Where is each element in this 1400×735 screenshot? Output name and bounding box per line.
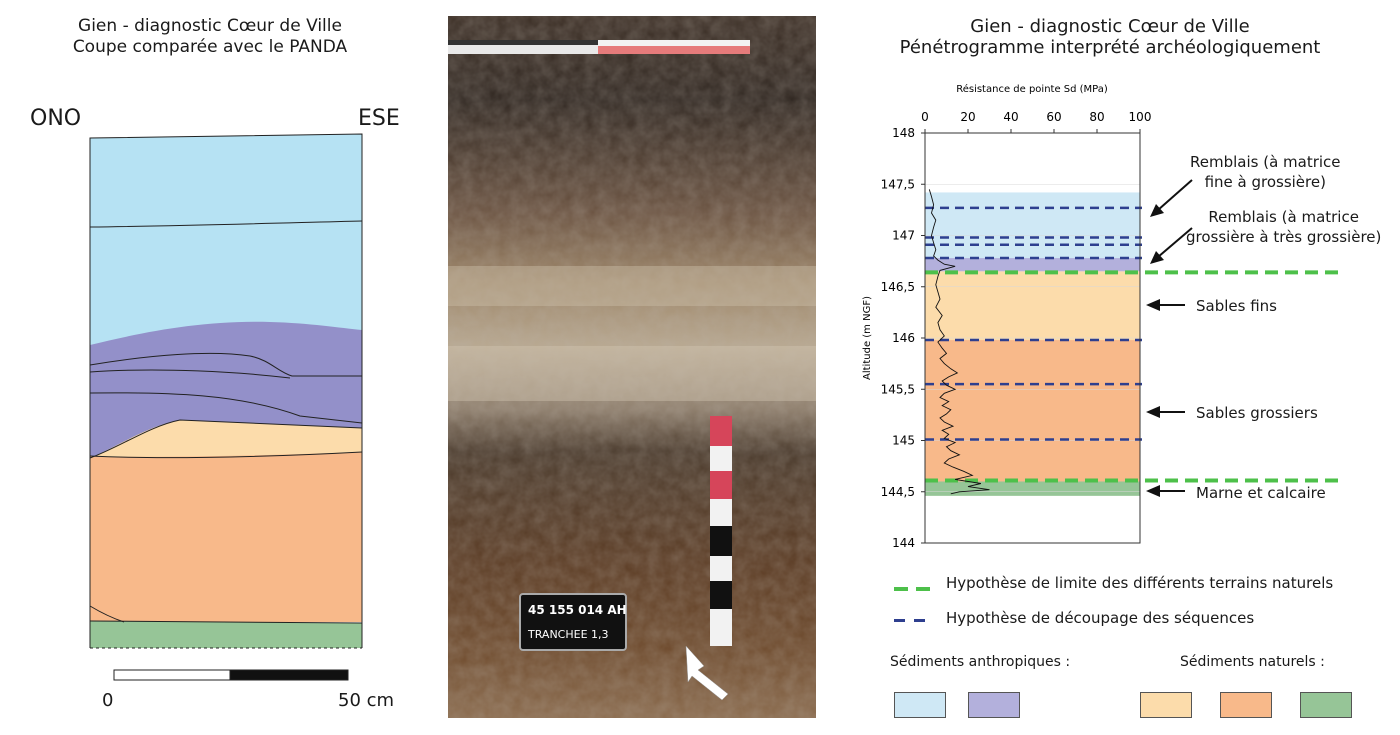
chart-x-tick-label: 0 xyxy=(921,110,929,124)
left-panel-title: Gien - diagnostic Cœur de Ville Coupe co… xyxy=(40,16,380,58)
right-title-line1: Gien - diagnostic Cœur de Ville xyxy=(970,16,1250,37)
chart-x-tick-label: 40 xyxy=(1003,110,1018,124)
chart-layer-3 xyxy=(925,340,1140,482)
trench-photo: 45 155 014 AH TRANCHEE 1,3 xyxy=(448,16,816,718)
annot-marne: Marne et calcaire xyxy=(1196,484,1326,502)
photo-gravel-band xyxy=(448,266,816,306)
section-boundary-line xyxy=(89,352,362,377)
arrow-head-icon xyxy=(1146,485,1160,497)
annot-remblais-fine-line2: fine à grossière) xyxy=(1204,173,1326,191)
photo-ranging-pole xyxy=(710,526,732,556)
chart-y-tick-label: 147,5 xyxy=(881,177,915,191)
section-boundary-line xyxy=(89,451,363,459)
chart-y-tick-label: 146,5 xyxy=(881,280,915,294)
scale-end-label: 50 cm xyxy=(338,690,395,711)
section-boundary-line xyxy=(89,620,363,624)
chart-y-tick-label: 145 xyxy=(892,434,915,448)
legend-limit-line xyxy=(894,587,930,591)
annot-sables-fins: Sables fins xyxy=(1196,297,1277,315)
annot-remblais-grossiere-line1: Remblais (à matrice xyxy=(1208,208,1359,226)
annot-arrow-remblais-fine xyxy=(1157,179,1193,211)
arrow-head-icon xyxy=(1150,204,1164,217)
arrow-head-icon xyxy=(1150,251,1164,264)
photo-ranging-pole xyxy=(710,581,732,609)
chart-x-ticks: 0 20 40 60 80 100 xyxy=(921,110,1151,133)
legend-sequence-label: Hypothèse de découpage des séquences xyxy=(946,609,1255,627)
right-title-line2: Pénétrogramme interprété archéologiqueme… xyxy=(899,37,1321,58)
section-boundary-line xyxy=(89,220,363,228)
photo-arrow-icon xyxy=(685,645,729,701)
chart-layers xyxy=(925,132,1140,544)
section-outline xyxy=(89,133,363,648)
legend-anthropic-label: Sédiments anthropiques : xyxy=(890,654,1071,670)
chart-y-axis-title: Altitude (m NGF) xyxy=(862,296,873,380)
chart-sequence-lines xyxy=(925,206,1142,441)
annot-remblais-grossiere: Remblais (à matrice grossière à très gro… xyxy=(1186,207,1381,247)
left-title-line2: Coupe comparée avec le PANDA xyxy=(72,37,348,57)
swatch-light-blue xyxy=(894,692,946,718)
annot-arrow-remblais-grossiere xyxy=(1157,227,1193,258)
chart-series-line-0 xyxy=(928,189,990,495)
chart-limit-lines xyxy=(925,270,1340,483)
photo-gravel-band xyxy=(448,346,816,401)
section-layer-green xyxy=(90,621,362,648)
chart-y-tick-label: 144,5 xyxy=(881,485,915,499)
section-layer-light-blue xyxy=(90,134,362,350)
photo-ranging-pole xyxy=(710,416,732,446)
section-boundary-line xyxy=(89,392,363,424)
chart-y-tick-label: 148 xyxy=(892,126,915,140)
arrow-head-icon xyxy=(1146,406,1160,418)
photo-board-line1: 45 155 014 AH xyxy=(528,603,627,617)
right-panel-title: Gien - diagnostic Cœur de Ville Pénétrog… xyxy=(880,16,1340,58)
scale-bar-white xyxy=(113,669,231,681)
chart-x-tick-label: 80 xyxy=(1089,110,1104,124)
chart-x-tick-label: 100 xyxy=(1129,110,1152,124)
chart-x-tick-label: 60 xyxy=(1046,110,1061,124)
photo-top-scale-bar xyxy=(448,40,598,45)
orientation-west-label: ONO xyxy=(30,106,82,131)
chart-y-ticks: 148 147,5 147 146,5 146 145,5 145 144,5 144 xyxy=(881,126,925,550)
swatch-green xyxy=(1300,692,1352,718)
chart-layer-4 xyxy=(925,481,1140,496)
penetrogram-chart: 0 20 40 60 80 100 148 147,5 147 146,5 146 145,5 145… xyxy=(862,83,1340,550)
chart-layer-0 xyxy=(925,192,1140,259)
scale-bar-black xyxy=(229,669,349,681)
annot-remblais-grossiere-line2: grossière à très grossière) xyxy=(1186,228,1382,246)
annot-sables-grossiers: Sables grossiers xyxy=(1196,404,1318,422)
arrow-head-icon xyxy=(1146,299,1160,311)
annot-remblais-fine-line1: Remblais (à matrice xyxy=(1190,153,1341,171)
legend-limit-label: Hypothèse de limite des différents terra… xyxy=(946,574,1334,592)
photo-board-line2: TRANCHEE 1,3 xyxy=(527,628,609,641)
chart-y-tick-label: 144 xyxy=(892,536,915,550)
stratigraphic-section-drawing xyxy=(89,133,363,681)
orientation-east-label: ESE xyxy=(358,106,400,131)
section-layer-orange xyxy=(90,452,362,622)
photo-texture xyxy=(448,16,816,718)
section-boundary-line xyxy=(89,419,363,459)
section-layer-light-orange xyxy=(90,420,362,462)
chart-layer-1 xyxy=(925,258,1140,272)
scale-start-label: 0 xyxy=(102,690,114,711)
chart-layer-2 xyxy=(925,271,1140,341)
chart-y-tick-label: 145,5 xyxy=(881,382,915,396)
chart-x-axis-title: Résistance de pointe Sd (MPa) xyxy=(956,83,1108,95)
section-boundary-line xyxy=(89,369,291,379)
photo-label-board xyxy=(519,593,627,651)
annot-remblais-fine: Remblais (à matrice fine à grossière) xyxy=(1190,152,1341,192)
chart-series xyxy=(928,189,990,495)
left-title-line1: Gien - diagnostic Cœur de Ville xyxy=(78,16,342,36)
legend-natural-label: Sédiments naturels : xyxy=(1180,654,1325,670)
swatch-orange xyxy=(1220,692,1272,718)
chart-y-tick-label: 146 xyxy=(892,331,915,345)
photo-top-scale-bar xyxy=(598,40,750,46)
chart-y-tick-label: 147 xyxy=(892,229,915,243)
chart-x-tick-label: 20 xyxy=(960,110,975,124)
swatch-light-orange xyxy=(1140,692,1192,718)
photo-ranging-pole xyxy=(710,471,732,499)
legend-sequence-line xyxy=(894,619,930,622)
swatch-purple xyxy=(968,692,1020,718)
